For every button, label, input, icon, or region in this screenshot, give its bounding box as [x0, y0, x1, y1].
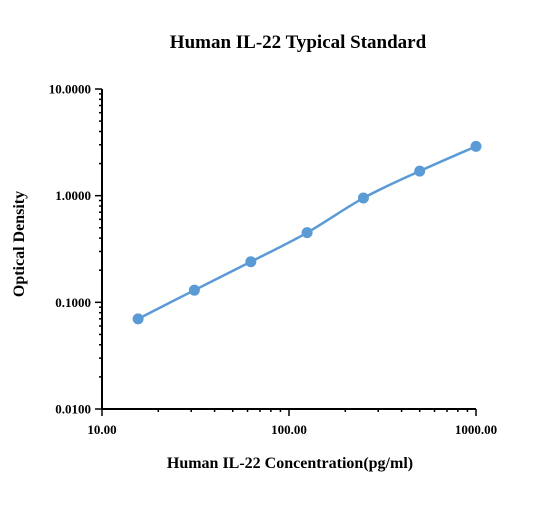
y-tick-label: 10.0000: [49, 82, 91, 97]
data-point: [132, 313, 144, 325]
axes: [101, 89, 476, 410]
chart-title: Human IL-22 Typical Standard: [170, 32, 427, 53]
y-axis-label: Optical Density: [11, 191, 28, 297]
data-point: [470, 140, 482, 152]
data-point: [301, 227, 313, 239]
data-point: [245, 256, 257, 268]
ticks: 0.0100 0.1000 1.0000 10.0000 10.00 100.00 1000…: [49, 82, 497, 438]
y-tick-label: 0.1000: [55, 295, 91, 310]
data-point: [414, 165, 426, 177]
x-tick-label: 10.00: [87, 422, 116, 437]
data-point: [357, 192, 369, 204]
y-tick-label: 1.0000: [55, 188, 91, 203]
series-layer: [132, 140, 482, 325]
y-tick-label: 0.0100: [55, 402, 91, 417]
x-tick-label: 1000.00: [455, 422, 497, 437]
data-point: [188, 284, 200, 296]
x-axis-label: Human IL-22 Concentration(pg/ml): [167, 455, 413, 472]
x-tick-label: 100.00: [271, 422, 307, 437]
